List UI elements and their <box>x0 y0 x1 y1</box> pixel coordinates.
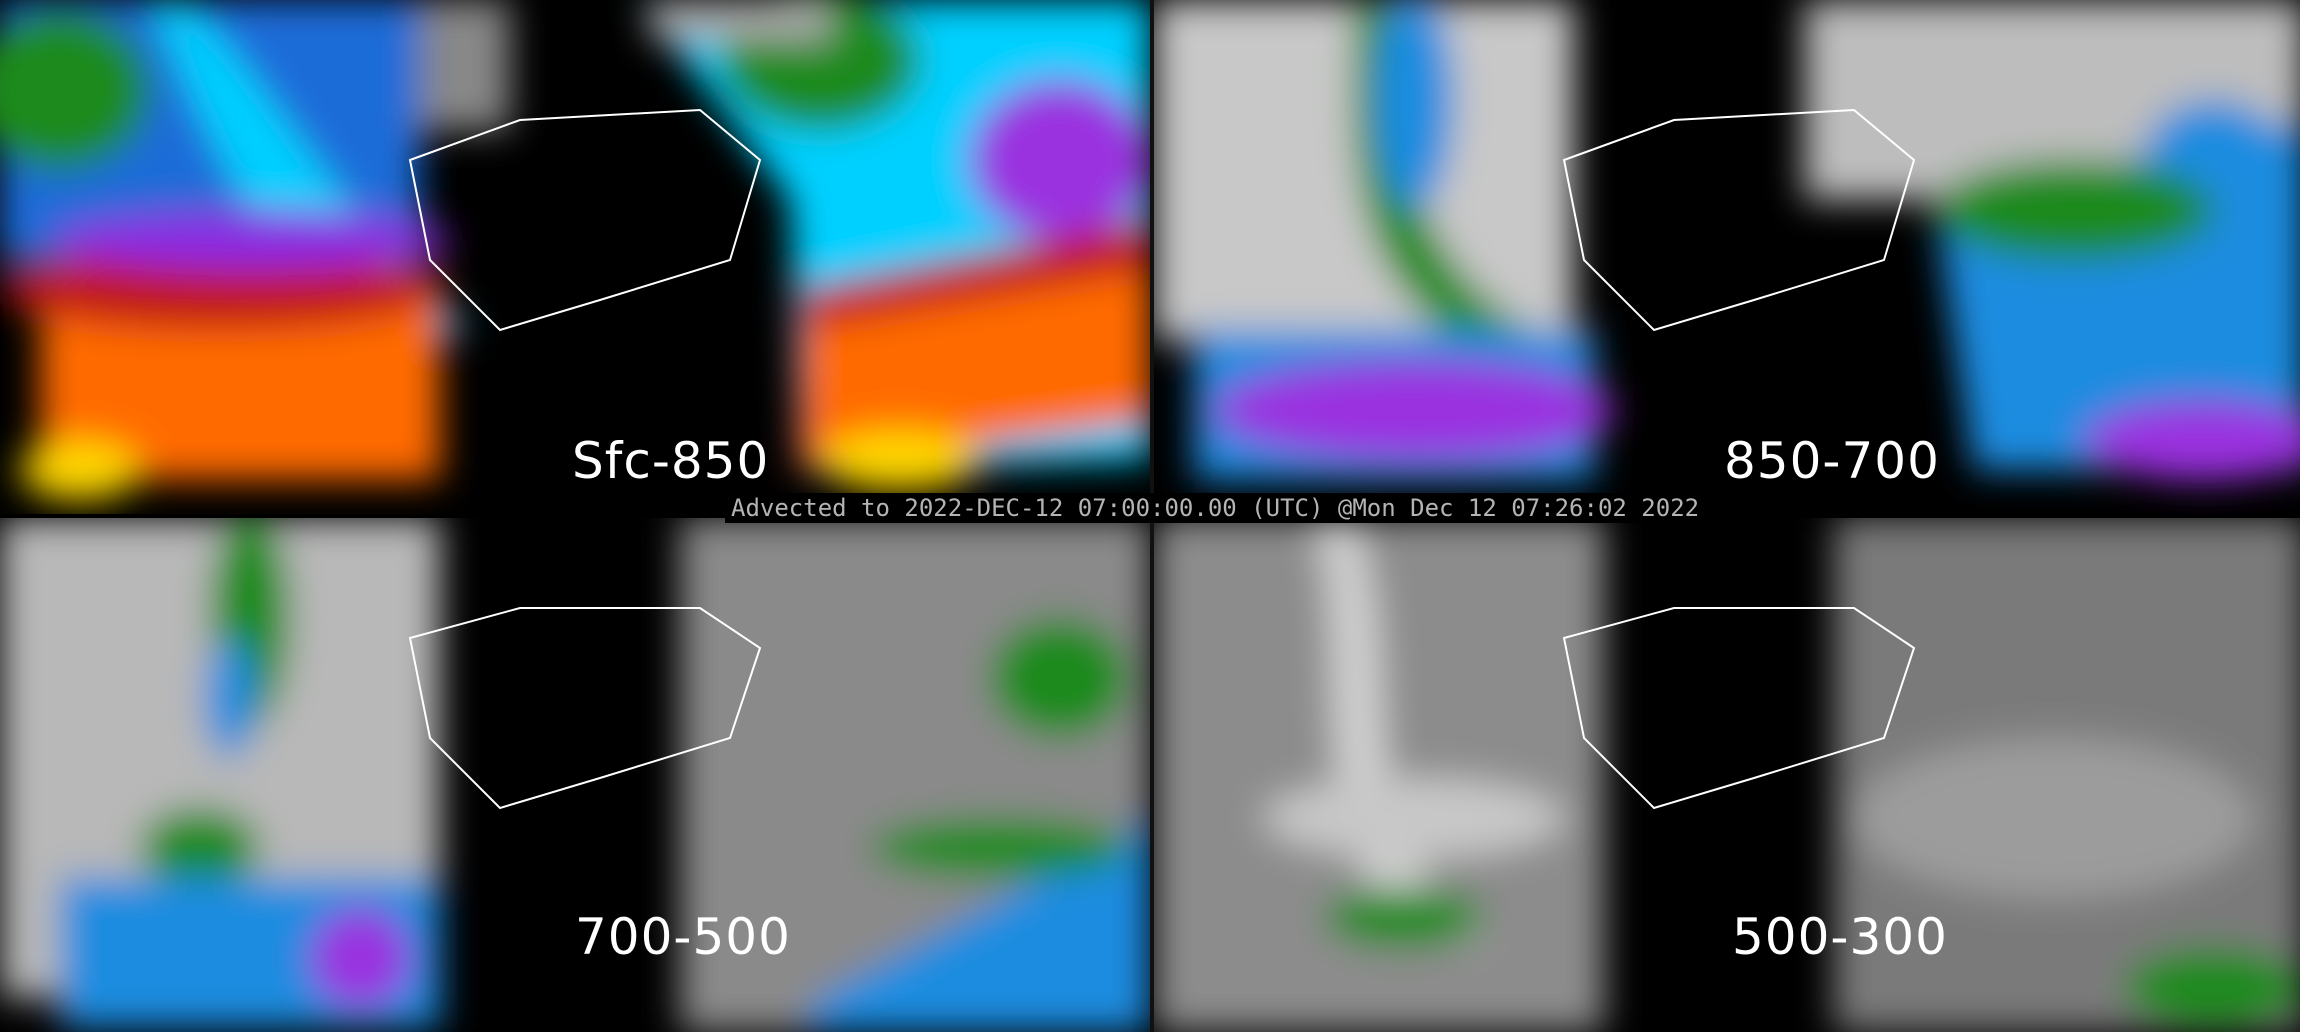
moisture-map-850-700 <box>1154 0 2300 480</box>
layer-label: 850-700 <box>1724 432 1940 490</box>
moisture-map-700-500 <box>0 518 1150 1032</box>
layer-label: 500-300 <box>1732 908 1948 966</box>
layer-label: Sfc-850 <box>572 432 770 490</box>
layer-label: 700-500 <box>575 908 791 966</box>
panel-700-500: 700-500 <box>0 518 1150 1032</box>
panel-500-300: 500-300 <box>1154 518 2300 1032</box>
moisture-map-sfc-850 <box>0 0 1150 500</box>
moisture-map-500-300 <box>1154 518 2300 1032</box>
panel-sfc-850: Sfc-850 <box>0 0 1150 514</box>
advection-timestamp: Advected to 2022-DEC-12 07:00:00.00 (UTC… <box>725 493 1706 523</box>
panel-850-700: 850-700 <box>1154 0 2300 514</box>
